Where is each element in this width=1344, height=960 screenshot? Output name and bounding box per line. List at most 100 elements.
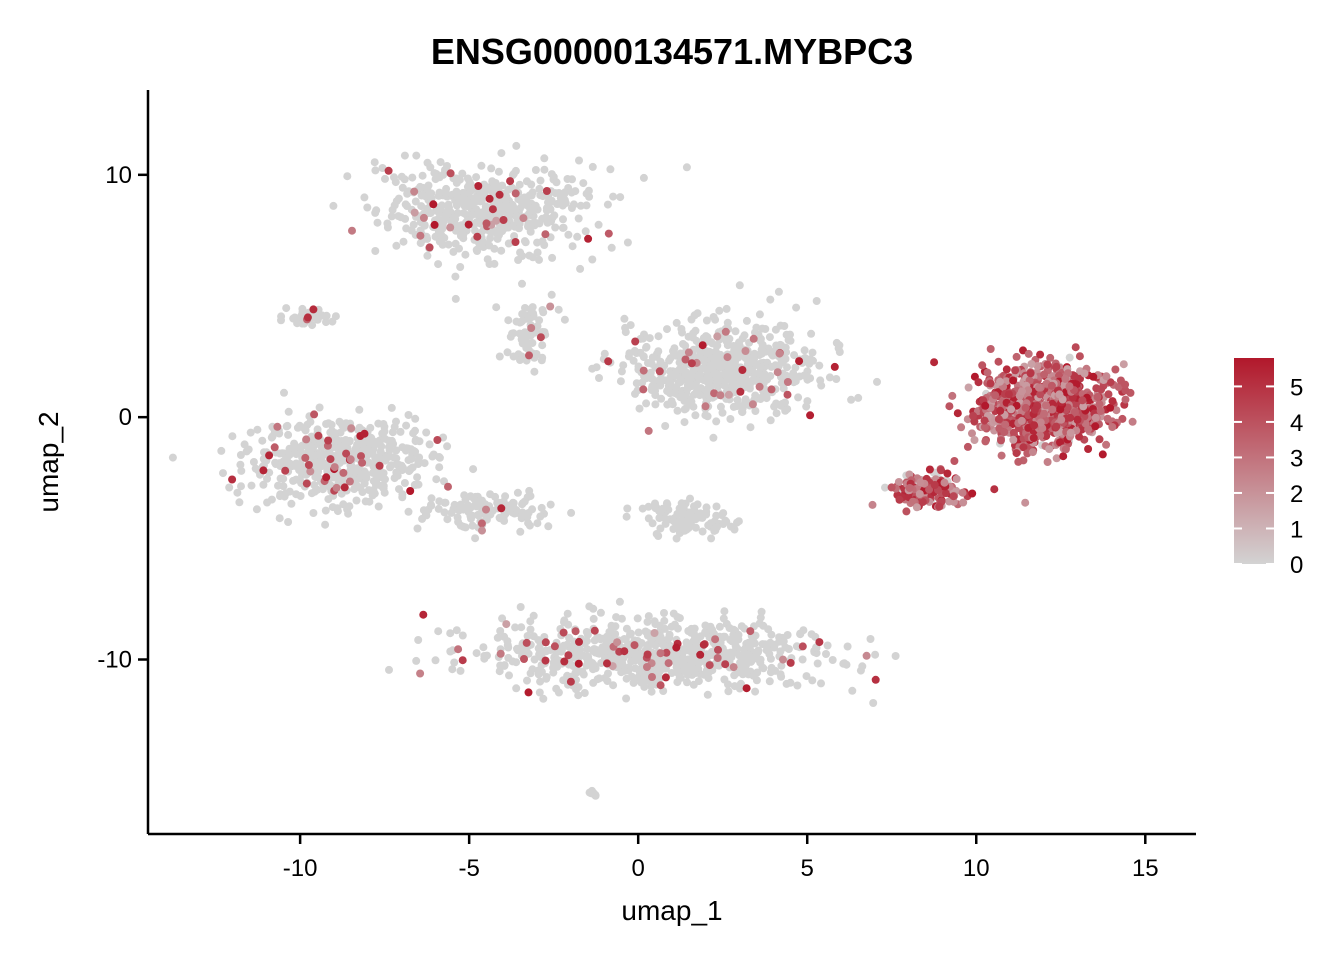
cell-point: [593, 633, 602, 642]
cell-point: [574, 659, 583, 668]
cell-point: [1098, 450, 1107, 459]
cell-point: [691, 523, 700, 532]
cell-point: [691, 411, 700, 420]
cell-point: [658, 504, 667, 513]
cell-point: [762, 646, 771, 655]
cell-point: [383, 219, 392, 228]
cell-point: [1070, 372, 1079, 380]
cell-point: [284, 430, 293, 439]
cell-point: [770, 643, 779, 652]
cell-point: [381, 174, 389, 183]
cell-point: [228, 475, 237, 484]
cell-point: [583, 645, 592, 654]
cell-point: [622, 694, 631, 703]
cell-point: [1047, 381, 1056, 390]
cell-point: [648, 374, 657, 383]
cell-point: [705, 661, 714, 670]
cell-point: [771, 666, 780, 675]
cell-point: [527, 180, 536, 189]
cell-point: [690, 644, 699, 652]
cell-point: [548, 253, 557, 262]
cell-point: [302, 435, 311, 444]
cell-point: [498, 614, 507, 623]
cell-point: [677, 365, 685, 374]
cell-point: [495, 513, 504, 522]
cell-point: [1111, 365, 1120, 374]
cell-point: [1102, 372, 1111, 381]
cell-point: [881, 483, 889, 492]
cell-point: [535, 255, 543, 264]
cell-point: [915, 490, 924, 498]
cell-point: [994, 357, 1003, 366]
cell-point: [671, 658, 680, 667]
cell-point: [309, 509, 318, 517]
cell-point: [756, 655, 765, 664]
cell-point: [1097, 385, 1106, 394]
cell-point: [447, 508, 456, 517]
cell-point: [751, 631, 760, 640]
cell-point: [871, 650, 880, 659]
cell-point: [419, 213, 428, 222]
cell-point: [622, 624, 631, 633]
cell-point: [854, 393, 863, 402]
cell-point: [580, 689, 589, 697]
cell-point: [997, 436, 1005, 445]
cell-point: [777, 356, 786, 365]
x-tick-label: -10: [283, 855, 318, 882]
cell-point: [559, 215, 567, 224]
cell-point: [702, 503, 711, 512]
cell-point: [1040, 370, 1049, 379]
cell-point: [441, 498, 450, 507]
cell-point: [277, 312, 286, 321]
cell-point: [488, 205, 497, 214]
cell-point: [1061, 445, 1070, 454]
cell-point: [411, 414, 420, 423]
cell-point: [536, 512, 545, 521]
cell-point: [339, 468, 348, 477]
cell-point: [358, 488, 367, 496]
cell-point: [1043, 458, 1052, 466]
cell-point: [997, 451, 1006, 460]
cell-point: [534, 670, 543, 679]
cell-point: [402, 224, 411, 233]
cell-point: [716, 639, 725, 648]
cell-point: [707, 534, 716, 543]
cell-point: [443, 442, 452, 451]
cell-point: [781, 643, 790, 652]
cell-point: [444, 240, 453, 249]
cell-point: [263, 474, 271, 483]
cell-point: [550, 642, 559, 651]
cell-point: [1056, 438, 1064, 447]
cell-point: [692, 388, 701, 397]
cell-point: [576, 264, 585, 273]
cell-point: [622, 512, 631, 521]
cell-point: [671, 651, 680, 660]
cell-point: [672, 534, 681, 543]
cell-point: [536, 176, 545, 185]
cell-point: [228, 432, 237, 441]
cell-point: [660, 376, 669, 385]
cell-point: [541, 656, 550, 665]
cell-point: [468, 211, 476, 219]
cell-point: [378, 164, 387, 172]
cell-point: [720, 607, 729, 616]
cell-point: [589, 645, 598, 654]
cell-point: [504, 223, 513, 232]
cell-point: [566, 677, 575, 686]
cell-point: [479, 643, 488, 652]
cell-point: [713, 654, 722, 662]
cell-point: [328, 317, 337, 326]
cell-point: [471, 534, 480, 543]
cell-point: [986, 345, 995, 353]
cell-point: [681, 355, 690, 364]
cell-point: [779, 655, 787, 664]
cell-point: [748, 400, 757, 409]
cell-point: [380, 434, 389, 443]
cell-point: [559, 641, 568, 650]
cell-point: [701, 402, 710, 411]
cell-point: [1104, 390, 1113, 399]
cell-point: [1075, 432, 1084, 441]
cell-point: [512, 684, 521, 693]
cell-point: [564, 230, 573, 239]
cell-point: [454, 517, 463, 526]
